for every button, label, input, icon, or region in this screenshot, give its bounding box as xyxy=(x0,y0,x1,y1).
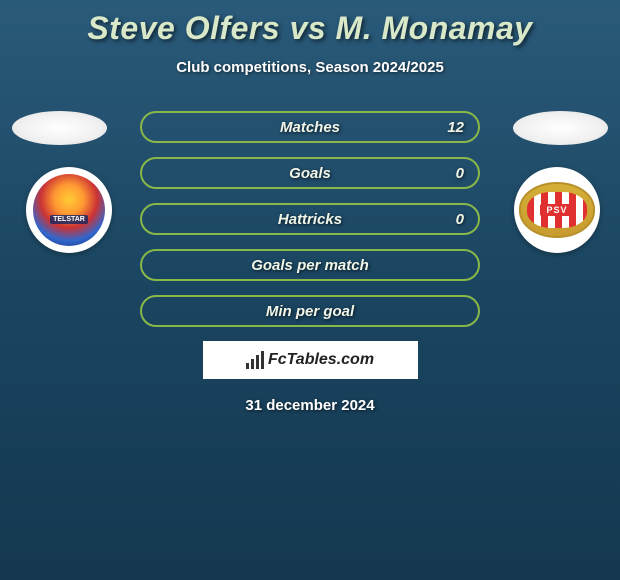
player-right-placeholder xyxy=(513,111,608,145)
stats-list: Matches 12 Goals 0 Hattricks 0 Goals per… xyxy=(140,111,480,327)
stat-row-hattricks: Hattricks 0 xyxy=(140,203,480,235)
stat-value-right: 0 xyxy=(456,211,464,228)
telstar-logo-icon: TELSTAR xyxy=(33,174,105,246)
brand-box: FcTables.com xyxy=(203,341,418,379)
club-badge-left: TELSTAR xyxy=(26,167,112,253)
club-badge-right: PSV xyxy=(514,167,600,253)
comparison-area: TELSTAR PSV Matches 12 Goals 0 Hattricks… xyxy=(0,111,620,414)
stat-value-right: 12 xyxy=(447,119,464,136)
player-left-placeholder xyxy=(12,111,107,145)
psv-logo-icon: PSV xyxy=(519,182,595,238)
page-title: Steve Olfers vs M. Monamay xyxy=(0,0,620,47)
subtitle: Club competitions, Season 2024/2025 xyxy=(0,59,620,76)
stat-label: Hattricks xyxy=(278,211,342,228)
psv-label: PSV xyxy=(540,204,573,216)
stat-label: Matches xyxy=(280,119,340,136)
stat-row-goals: Goals 0 xyxy=(140,157,480,189)
stat-row-goals-per-match: Goals per match xyxy=(140,249,480,281)
stat-value-right: 0 xyxy=(456,165,464,182)
stat-row-min-per-goal: Min per goal xyxy=(140,295,480,327)
stat-label: Goals per match xyxy=(251,257,369,274)
stat-label: Goals xyxy=(289,165,331,182)
chart-icon xyxy=(246,351,264,369)
brand-text: FcTables.com xyxy=(268,351,374,369)
stat-row-matches: Matches 12 xyxy=(140,111,480,143)
telstar-label: TELSTAR xyxy=(50,215,88,224)
stat-label: Min per goal xyxy=(266,303,354,320)
date-label: 31 december 2024 xyxy=(0,397,620,414)
